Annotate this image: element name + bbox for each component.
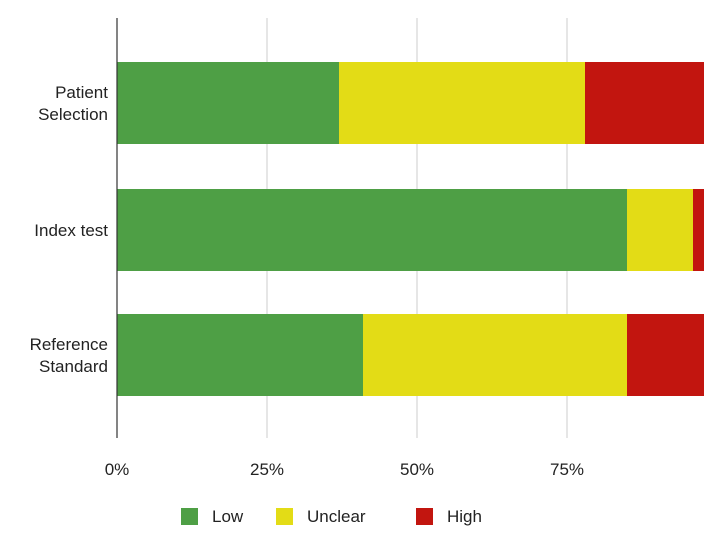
axes: Patient Selection Index test Reference Stand… (30, 18, 584, 479)
bar-unclear-1 (627, 189, 693, 271)
legend-item-low: Low (181, 507, 244, 526)
legend-label-high: High (447, 507, 482, 526)
legend: Low Unclear High (181, 507, 482, 526)
legend-label-unclear: Unclear (307, 507, 366, 526)
bar-low-2 (117, 314, 363, 396)
bar-high-0 (585, 62, 704, 144)
bar-low-1 (117, 189, 627, 271)
bar-unclear-2 (363, 314, 627, 396)
x-tick-label-50: 50% (400, 460, 434, 479)
legend-swatch-high (416, 508, 433, 525)
bar-high-2 (627, 314, 704, 396)
legend-swatch-unclear (276, 508, 293, 525)
legend-item-unclear: Unclear (276, 507, 366, 526)
bar-unclear-0 (339, 62, 585, 144)
legend-swatch-low (181, 508, 198, 525)
bars (117, 62, 704, 396)
legend-label-low: Low (212, 507, 244, 526)
bar-low-0 (117, 62, 339, 144)
legend-item-high: High (416, 507, 482, 526)
category-label-1: Index test (34, 221, 108, 240)
x-tick-label-0: 0% (105, 460, 130, 479)
category-label-2: Reference Standard (30, 335, 108, 376)
x-tick-label-75: 75% (550, 460, 584, 479)
x-tick-label-25: 25% (250, 460, 284, 479)
bar-high-1 (693, 189, 704, 271)
category-label-0: Patient Selection (38, 83, 108, 124)
